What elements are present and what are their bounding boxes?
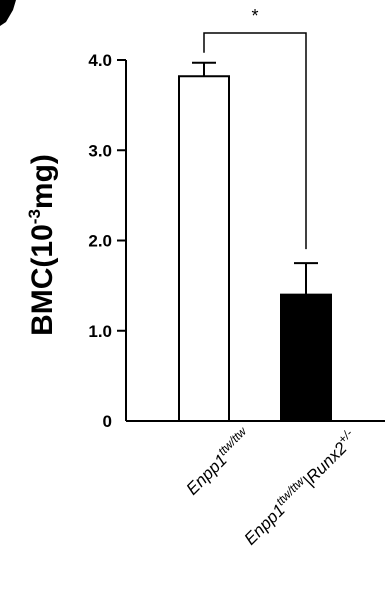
significance-bracket: * — [203, 6, 307, 250]
y-tick-label: 3.0 — [88, 141, 112, 160]
y-tick-label: 0 — [103, 412, 112, 431]
category-label-2: Enpp1ttw/ttw|Runx2+/- — [238, 426, 360, 548]
significance-star: * — [251, 6, 258, 26]
error-bars — [192, 61, 318, 295]
panel-letter-fragment — [0, 0, 16, 26]
bar-1 — [178, 75, 230, 423]
y-tick-label: 2.0 — [88, 232, 112, 251]
y-axis-label: BMC(10-3mg) — [25, 154, 59, 336]
y-tick-label: 1.0 — [88, 322, 112, 341]
significance-line — [203, 32, 307, 250]
bar-2 — [280, 293, 332, 422]
y-tick-label: 4.0 — [88, 51, 112, 70]
axes — [125, 60, 385, 422]
category-label-1: Enpp1ttw/ttw — [180, 423, 255, 498]
bars — [178, 75, 332, 423]
y-ticks: 0 1.0 2.0 3.0 4.0 — [88, 51, 126, 431]
